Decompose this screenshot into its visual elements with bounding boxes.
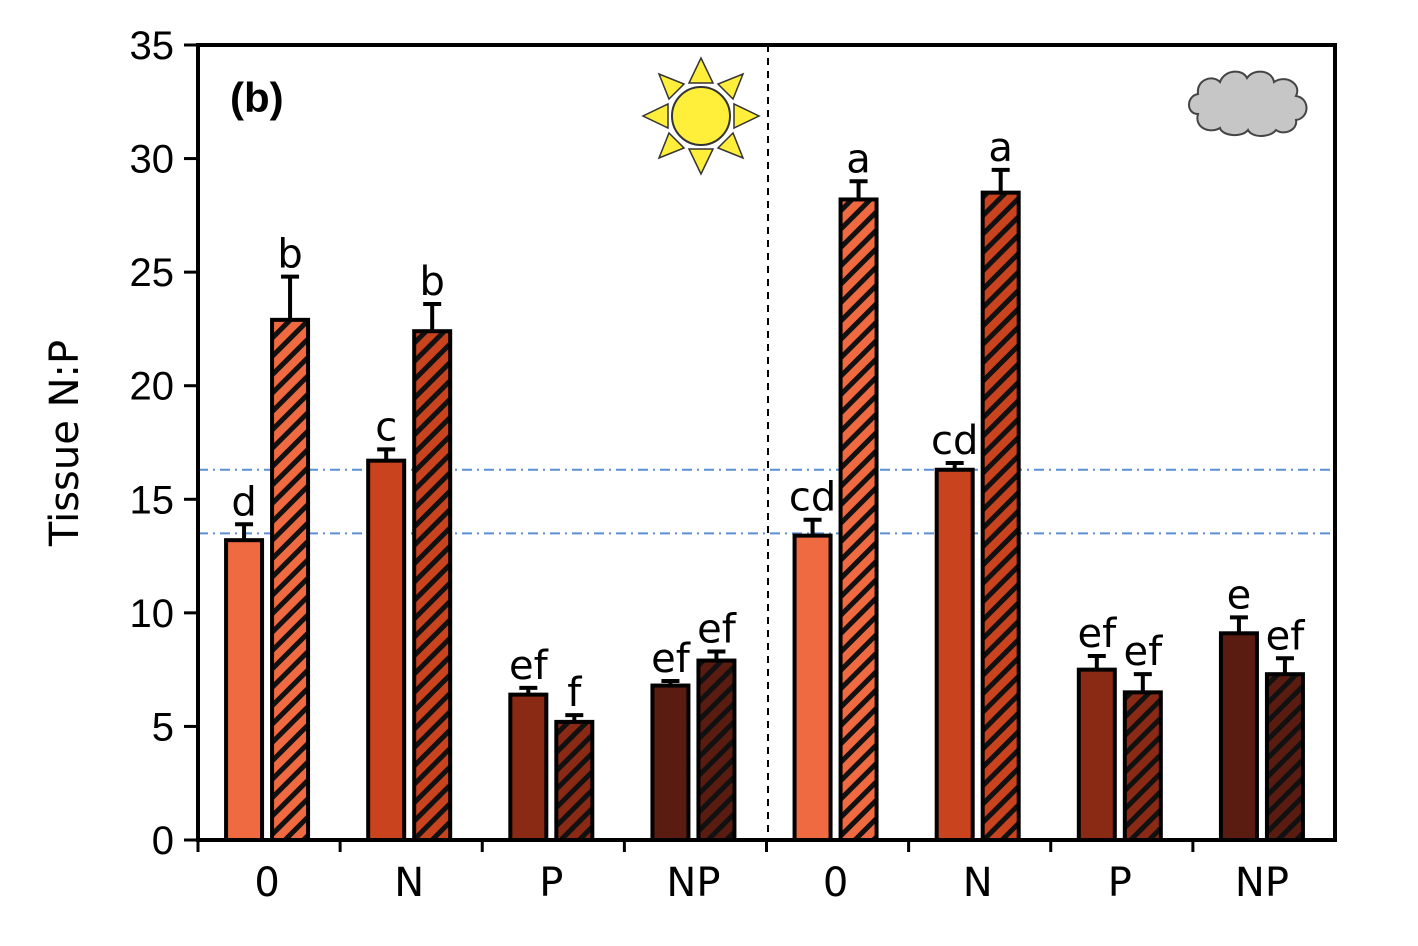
bar-hatched — [838, 197, 879, 842]
panel-label: (b) — [230, 74, 284, 121]
y-tick-label: 5 — [152, 705, 174, 749]
bar-hatched — [1122, 690, 1163, 842]
y-tick-label: 15 — [130, 478, 175, 522]
significance-label: a — [846, 136, 871, 182]
bar-solid — [650, 683, 691, 842]
bar-solid — [366, 458, 407, 842]
cloud-icon — [1188, 70, 1308, 137]
x-category-label: NP — [666, 860, 720, 906]
bar-solid — [508, 692, 549, 843]
significance-label: f — [567, 670, 582, 716]
bar-solid — [792, 533, 833, 843]
y-axis-title: Tissue N:P — [42, 340, 88, 547]
bar-solid — [224, 538, 265, 843]
y-tick-label: 25 — [130, 251, 175, 295]
significance-label: ef — [1077, 611, 1117, 657]
y-tick-label: 30 — [130, 138, 175, 182]
bar-hatched — [412, 329, 453, 842]
y-tick-label: 20 — [130, 365, 175, 409]
x-category-label: P — [539, 860, 563, 906]
x-category-label: P — [1108, 860, 1132, 906]
x-category-label: 0 — [823, 860, 848, 906]
significance-label: ef — [651, 636, 691, 682]
x-category-label: N — [963, 860, 993, 906]
bar-solid — [934, 467, 975, 842]
y-tick-label: 35 — [130, 24, 175, 68]
y-tick-label: 10 — [130, 592, 175, 636]
significance-label: ef — [509, 643, 549, 689]
sun-icon — [641, 56, 761, 176]
x-category-label: N — [394, 860, 424, 906]
bar-solid — [1076, 667, 1117, 843]
significance-label: cd — [931, 418, 978, 464]
bar-hatched — [270, 317, 311, 843]
bar-hatched — [696, 658, 737, 842]
significance-label: cd — [789, 475, 836, 521]
significance-label: ef — [697, 606, 737, 652]
significance-label: b — [419, 259, 444, 305]
significance-label: d — [231, 479, 256, 525]
bar-hatched — [980, 190, 1021, 842]
y-tick-label: 0 — [152, 819, 174, 863]
bar-hatched — [1264, 672, 1305, 843]
x-axis: 0 N P NP 0 N P NP — [196, 840, 1289, 906]
y-axis: 0 5 10 15 20 25 30 35 — [130, 24, 198, 863]
x-category-label: NP — [1235, 860, 1289, 906]
significance-label: c — [375, 404, 397, 450]
significance-label: ef — [1123, 629, 1163, 675]
significance-label: a — [988, 125, 1013, 171]
plot-frame — [196, 43, 1337, 842]
significance-label: e — [1227, 572, 1252, 618]
reference-lines — [198, 468, 1335, 535]
bar-solid — [1218, 631, 1259, 842]
significance-label: b — [277, 232, 302, 278]
significance-label: ef — [1266, 613, 1306, 659]
x-category-label: 0 — [254, 860, 279, 906]
bar-hatched — [554, 719, 595, 843]
